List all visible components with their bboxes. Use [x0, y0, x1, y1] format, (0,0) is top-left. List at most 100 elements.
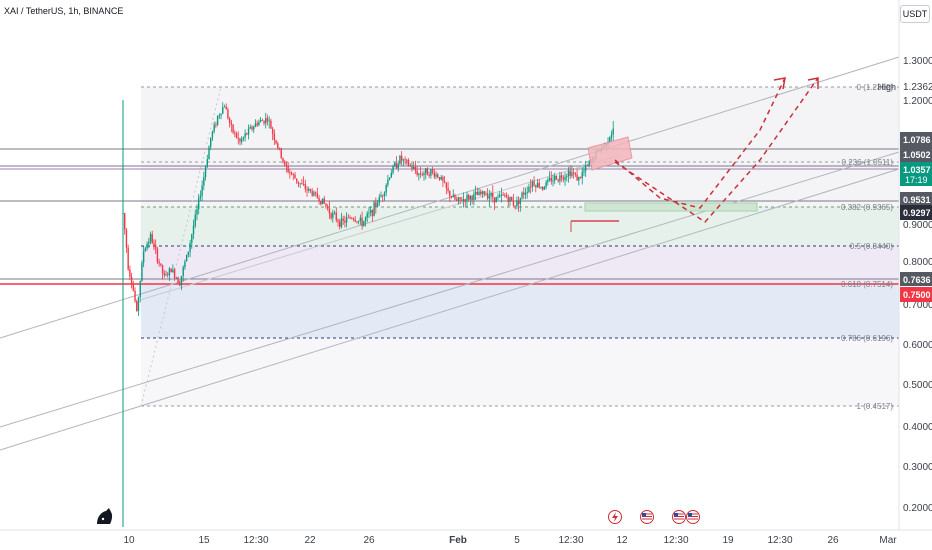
- candle-body: [526, 191, 528, 193]
- candle-body: [572, 172, 575, 174]
- candle-body: [419, 173, 422, 175]
- candle-body: [290, 172, 293, 175]
- candle-body: [247, 128, 250, 135]
- flash-icon[interactable]: [608, 510, 622, 524]
- candle-body: [197, 197, 200, 210]
- candle-body: [552, 180, 554, 182]
- price-badge: 0.9531: [903, 195, 931, 205]
- candle-body: [199, 195, 202, 198]
- candle-body: [168, 268, 171, 276]
- candle-body: [332, 213, 334, 218]
- price-badge-red: 0.7500: [903, 290, 931, 300]
- candle-body: [560, 175, 563, 179]
- chart-title: XAI / TetherUS, 1h, BINANCE: [4, 6, 123, 16]
- candle-body: [455, 199, 458, 201]
- candle-body: [392, 166, 394, 173]
- candle-body: [253, 126, 255, 130]
- projection-leg-b: [614, 77, 819, 223]
- candle-body: [321, 198, 324, 205]
- price-badge-current: 1.0357: [903, 165, 931, 175]
- x-tick-label: 12:30: [663, 535, 688, 546]
- candle-body: [216, 115, 219, 125]
- price-badge-countdown: 17:19: [905, 175, 928, 185]
- candle-body: [588, 160, 590, 166]
- candle-body: [302, 184, 305, 185]
- candle-body: [333, 212, 336, 214]
- price-badge-high: 1.2362: [903, 82, 932, 93]
- candle-body: [249, 126, 251, 129]
- candle-body: [177, 277, 179, 283]
- candle-body: [574, 173, 577, 175]
- projection-arrow-b: [807, 77, 819, 89]
- candle-body: [548, 177, 551, 180]
- candle-body: [488, 196, 491, 199]
- candle-body: [149, 234, 152, 242]
- candle-body: [571, 172, 573, 176]
- candle-body: [435, 174, 437, 177]
- candle-body: [547, 179, 549, 183]
- candle-body: [559, 175, 561, 182]
- candle-body: [394, 163, 396, 167]
- x-tick-label: 12:30: [767, 535, 792, 546]
- candle-body: [163, 273, 165, 276]
- candle-body: [612, 128, 614, 135]
- candle-body: [468, 194, 470, 200]
- candle-body: [581, 172, 583, 178]
- currency-selector-button[interactable]: USDT: [900, 5, 930, 23]
- candle-body: [425, 168, 427, 174]
- event-icons[interactable]: [608, 510, 700, 524]
- candle-body: [235, 133, 238, 138]
- y-axis: 1.3000 1.2000 0.9000 0.8000 0.7000 0.600…: [898, 0, 932, 530]
- x-tick-label: 15: [198, 535, 210, 546]
- candle-body: [368, 212, 370, 214]
- projection-arrow-a: [773, 77, 786, 90]
- x-tick-label: 26: [363, 535, 375, 546]
- x-tick-label: 19: [722, 535, 734, 546]
- price-badge-bg: [900, 147, 932, 162]
- us-flag-icon[interactable]: [672, 510, 686, 524]
- channel-line: [0, 151, 900, 428]
- candle-body: [189, 242, 191, 252]
- candle-body: [170, 268, 172, 273]
- candle-body: [273, 133, 276, 141]
- candle-body: [215, 124, 217, 126]
- us-flag-icon[interactable]: [686, 510, 700, 524]
- candle-body: [160, 263, 162, 266]
- fib-label: 0.618 (0.7514): [841, 280, 893, 289]
- candle-body: [232, 124, 234, 133]
- candle-body: [505, 195, 508, 198]
- channel-line: [139, 154, 621, 301]
- candle-body: [364, 217, 367, 222]
- y-tick-label: 0.2000: [903, 503, 932, 514]
- fib-label: 0 (1.2362): [857, 83, 894, 92]
- candle-body: [306, 189, 308, 191]
- candle-body: [201, 185, 203, 196]
- candle-body: [431, 169, 434, 173]
- candle-body: [158, 261, 160, 264]
- candle-body: [139, 280, 141, 298]
- candle-body: [480, 191, 482, 194]
- price-badge-bg: [900, 132, 932, 147]
- candle-body: [223, 106, 226, 108]
- candle-body: [151, 234, 153, 244]
- candle-body: [536, 182, 539, 188]
- candle-body: [433, 172, 436, 177]
- tradingview-logo-icon[interactable]: [97, 508, 113, 524]
- y-tick-label: 0.6000: [903, 340, 932, 351]
- candle-body: [263, 120, 265, 124]
- candle-body: [356, 221, 358, 223]
- candle-body: [270, 120, 272, 129]
- fib-zone-purple: [141, 246, 899, 284]
- candle-body: [493, 197, 496, 203]
- us-flag-icon[interactable]: [640, 510, 654, 524]
- candle-body: [442, 176, 444, 182]
- candle-body: [240, 138, 243, 142]
- candle-body: [320, 201, 322, 205]
- candle-body: [184, 261, 186, 268]
- candle-body: [371, 210, 374, 216]
- candle-body: [378, 196, 380, 203]
- candle-body: [473, 193, 475, 200]
- x-tick-label: 22: [304, 535, 316, 546]
- x-axis: 10 15 12:30 22 26 Feb 5 12:30 12 12:30 1…: [0, 529, 932, 546]
